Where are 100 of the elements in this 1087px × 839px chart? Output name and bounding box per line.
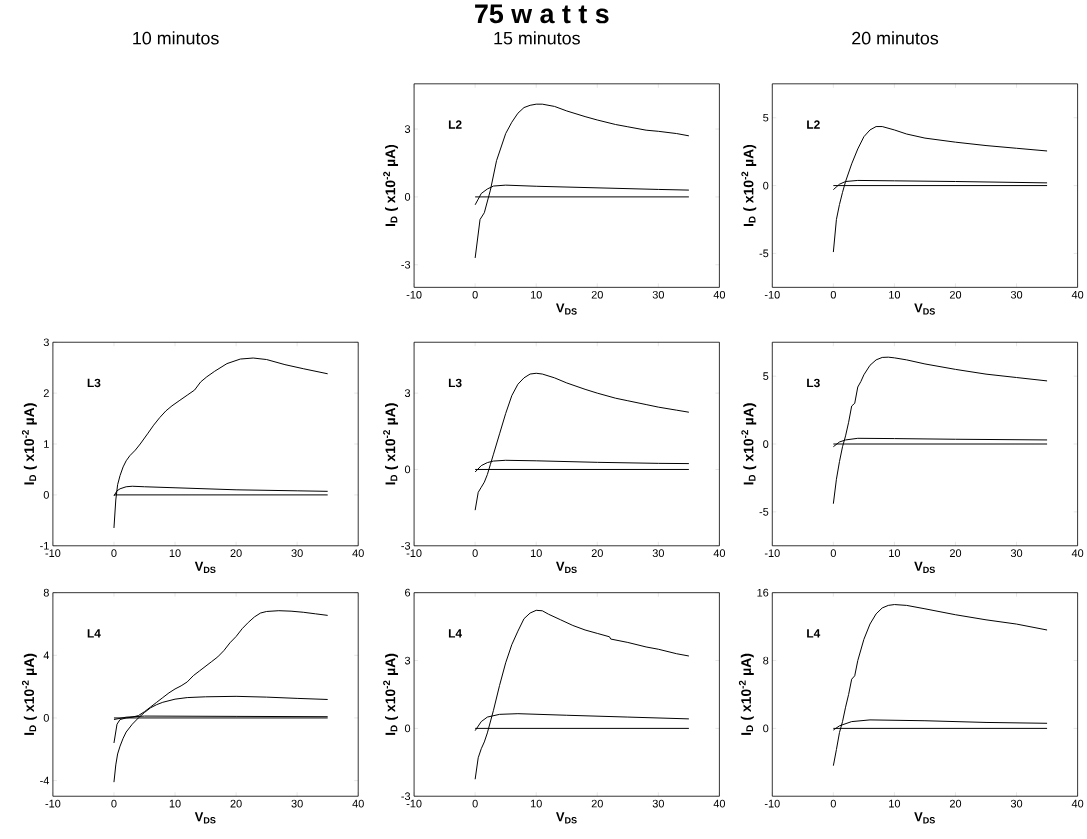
x-tick-label: 40: [352, 549, 364, 557]
x-tick-label: 10: [169, 549, 181, 557]
x-tick-label: 30: [652, 290, 664, 299]
x-tick-label: 40: [713, 549, 726, 557]
x-axis-title: V$_{DS}$: [556, 561, 577, 573]
x-tick-label: 20: [230, 549, 242, 557]
y-tick-label: 0: [43, 714, 49, 722]
y-tick-label: 4: [43, 651, 50, 660]
x-axis-title: V$_{DS}$: [914, 561, 935, 573]
x-tick-label: 30: [652, 799, 664, 808]
y-tick-label: 8: [43, 588, 49, 597]
y-tick-label: 0: [763, 181, 769, 190]
x-tick-label: 30: [652, 549, 664, 557]
x-tick-label: 0: [472, 290, 478, 299]
x-tick-label: -10: [406, 549, 422, 557]
y-axis-title: I$_{D}$ ( x10$^{-2}$ µA): [383, 403, 399, 485]
x-tick-label: -10: [764, 549, 780, 557]
y-tick-label: 16: [757, 588, 769, 597]
x-tick-label: 40: [352, 799, 364, 808]
y-tick-label: 0: [763, 440, 769, 448]
x-tick-label: 10: [530, 290, 542, 299]
x-tick-label: 40: [713, 799, 726, 808]
y-tick-label: -3: [401, 260, 411, 269]
y-tick-label: 0: [43, 490, 49, 499]
x-tick-label: 30: [291, 549, 303, 557]
x-tick-label: 20: [949, 549, 962, 557]
x-tick-label: 0: [472, 549, 478, 557]
x-tick-label: 40: [1071, 549, 1084, 557]
x-tick-label: 30: [291, 799, 303, 808]
y-tick-label: 3: [404, 656, 411, 665]
x-tick-label: 10: [169, 799, 181, 808]
x-tick-label: 20: [949, 290, 962, 299]
x-tick-label: 40: [1071, 290, 1084, 299]
y-axis-title: I$_{D}$ ( x10$^{-2}$ µA): [741, 144, 757, 226]
y-tick-label: 1: [44, 440, 49, 448]
annotation: L2: [448, 120, 462, 129]
x-axis-title: V$_{DS}$: [194, 812, 216, 824]
y-tick-label: 6: [405, 588, 411, 597]
x-axis-title: V$_{DS}$: [914, 812, 935, 824]
y-tick-label: 0: [763, 724, 769, 733]
x-tick-label: -10: [45, 799, 61, 808]
chart-subtitle: 15 minutos: [494, 31, 580, 45]
x-tick-label: 40: [1071, 799, 1084, 808]
annotation: L2: [807, 120, 820, 129]
annotation: L3: [87, 378, 101, 388]
y-tick-label: -5: [759, 249, 769, 258]
x-tick-label: -10: [45, 549, 61, 557]
chart-subtitle: 10 minutos: [133, 31, 219, 45]
annotation: L3: [807, 378, 820, 388]
x-tick-label: 0: [830, 799, 836, 808]
y-axis-title: I$_{D}$ ( x10$^{-2}$ µA): [21, 653, 37, 735]
x-tick-label: -10: [764, 290, 780, 299]
x-tick-label: 20: [591, 549, 603, 557]
x-tick-label: 10: [889, 549, 901, 557]
x-tick-label: 30: [1010, 549, 1023, 557]
x-tick-label: 10: [889, 799, 901, 808]
x-axis-title: V$_{DS}$: [556, 812, 577, 824]
x-tick-label: -10: [764, 799, 780, 808]
y-tick-label: -3: [401, 541, 411, 550]
x-tick-label: 20: [591, 799, 603, 808]
y-tick-label: 3: [43, 338, 49, 347]
y-tick-label: 0: [404, 465, 411, 474]
x-tick-label: 0: [111, 799, 117, 808]
annotation: L3: [448, 378, 462, 388]
annotation: L4: [87, 629, 101, 638]
y-axis-title: I$_{D}$ ( x10$^{-2}$ µA): [383, 144, 399, 226]
x-axis-title: V$_{DS}$: [194, 561, 216, 573]
x-tick-label: 20: [230, 799, 242, 808]
y-tick-label: 5: [763, 372, 769, 380]
y-tick-label: 3: [404, 125, 411, 133]
annotation: L4: [448, 629, 462, 638]
x-tick-label: 20: [591, 290, 603, 299]
x-tick-label: 10: [530, 549, 542, 557]
y-tick-label: 3: [404, 389, 411, 397]
y-tick-label: -3: [401, 792, 411, 801]
x-tick-label: 0: [830, 549, 836, 557]
y-tick-label: 2: [43, 389, 49, 397]
y-tick-label: 5: [763, 113, 769, 122]
y-tick-label: 8: [763, 656, 769, 665]
x-tick-label: 20: [949, 799, 962, 808]
y-axis-title: I$_{D}$ ( x10$^{-2}$ µA): [21, 403, 37, 485]
y-tick-label: 0: [404, 192, 411, 201]
x-axis-title: V$_{DS}$: [914, 303, 935, 315]
y-tick-label: 0: [404, 724, 411, 733]
y-tick-label: -5: [759, 507, 769, 516]
y-tick-label: -1: [40, 541, 49, 550]
x-tick-label: 0: [830, 290, 836, 299]
annotation: L4: [807, 629, 821, 638]
x-tick-label: 40: [713, 290, 726, 299]
x-tick-label: -10: [406, 290, 422, 299]
chart-title: 75 w a t t s: [475, 4, 609, 24]
x-tick-label: 0: [111, 549, 117, 557]
y-axis-title: I$_{D}$ ( x10$^{-2}$ µA): [741, 403, 757, 485]
x-tick-label: -10: [406, 799, 422, 808]
x-tick-label: 10: [889, 290, 901, 299]
y-axis-title: I$_{D}$ ( x10$^{-2}$ µA): [738, 653, 754, 735]
x-tick-label: 30: [1010, 799, 1023, 808]
y-axis-title: I$_{D}$ ( x10$^{-2}$ µA): [383, 653, 399, 735]
x-tick-label: 10: [530, 799, 542, 808]
x-axis-title: V$_{DS}$: [556, 303, 577, 315]
